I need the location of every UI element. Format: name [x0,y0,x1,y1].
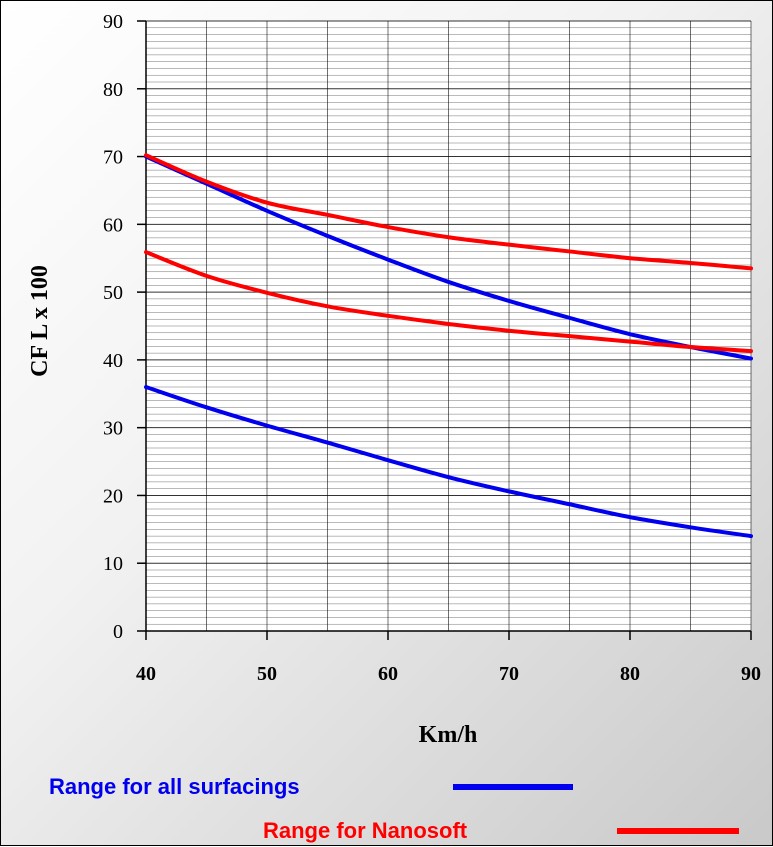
legend: Range for all surfacings Range for Nanoso… [49,774,739,843]
y-tick-label: 30 [103,418,123,440]
y-tick-label: 50 [103,282,123,304]
x-tick-label: 70 [499,663,519,685]
y-tick-label: 20 [103,485,123,507]
series-line-nanosoft [144,250,753,354]
x-axis-title: Km/h [419,722,478,748]
y-axis-ticks: 0 10 20 30 40 50 60 70 80 90 [103,11,146,643]
y-tick-label: 90 [103,11,123,33]
y-tick-label: 40 [103,350,123,372]
legend-label-all-surfacings: Range for all surfacings [49,774,300,799]
legend-label-nanosoft: Range for Nanosoft [263,818,468,843]
x-tick-label: 40 [136,663,156,685]
y-tick-label: 80 [103,79,123,101]
x-tick-label: 80 [620,663,640,685]
y-axis-title: CF L x 100 [27,265,53,377]
y-tick-label: 70 [103,147,123,169]
series-line-all-surfacings [144,154,753,361]
series-line-nanosoft [144,153,753,271]
series-lines [144,153,753,539]
x-tick-label: 60 [378,663,398,685]
y-tick-label: 0 [113,621,123,643]
y-tick-label: 10 [103,553,123,575]
x-axis-ticks: 40 50 60 70 80 90 [136,631,761,685]
x-tick-label: 90 [741,663,761,685]
axes [145,21,751,632]
y-tick-label: 60 [103,214,123,236]
x-tick-label: 50 [257,663,277,685]
series-line-all-surfacings [144,385,753,539]
